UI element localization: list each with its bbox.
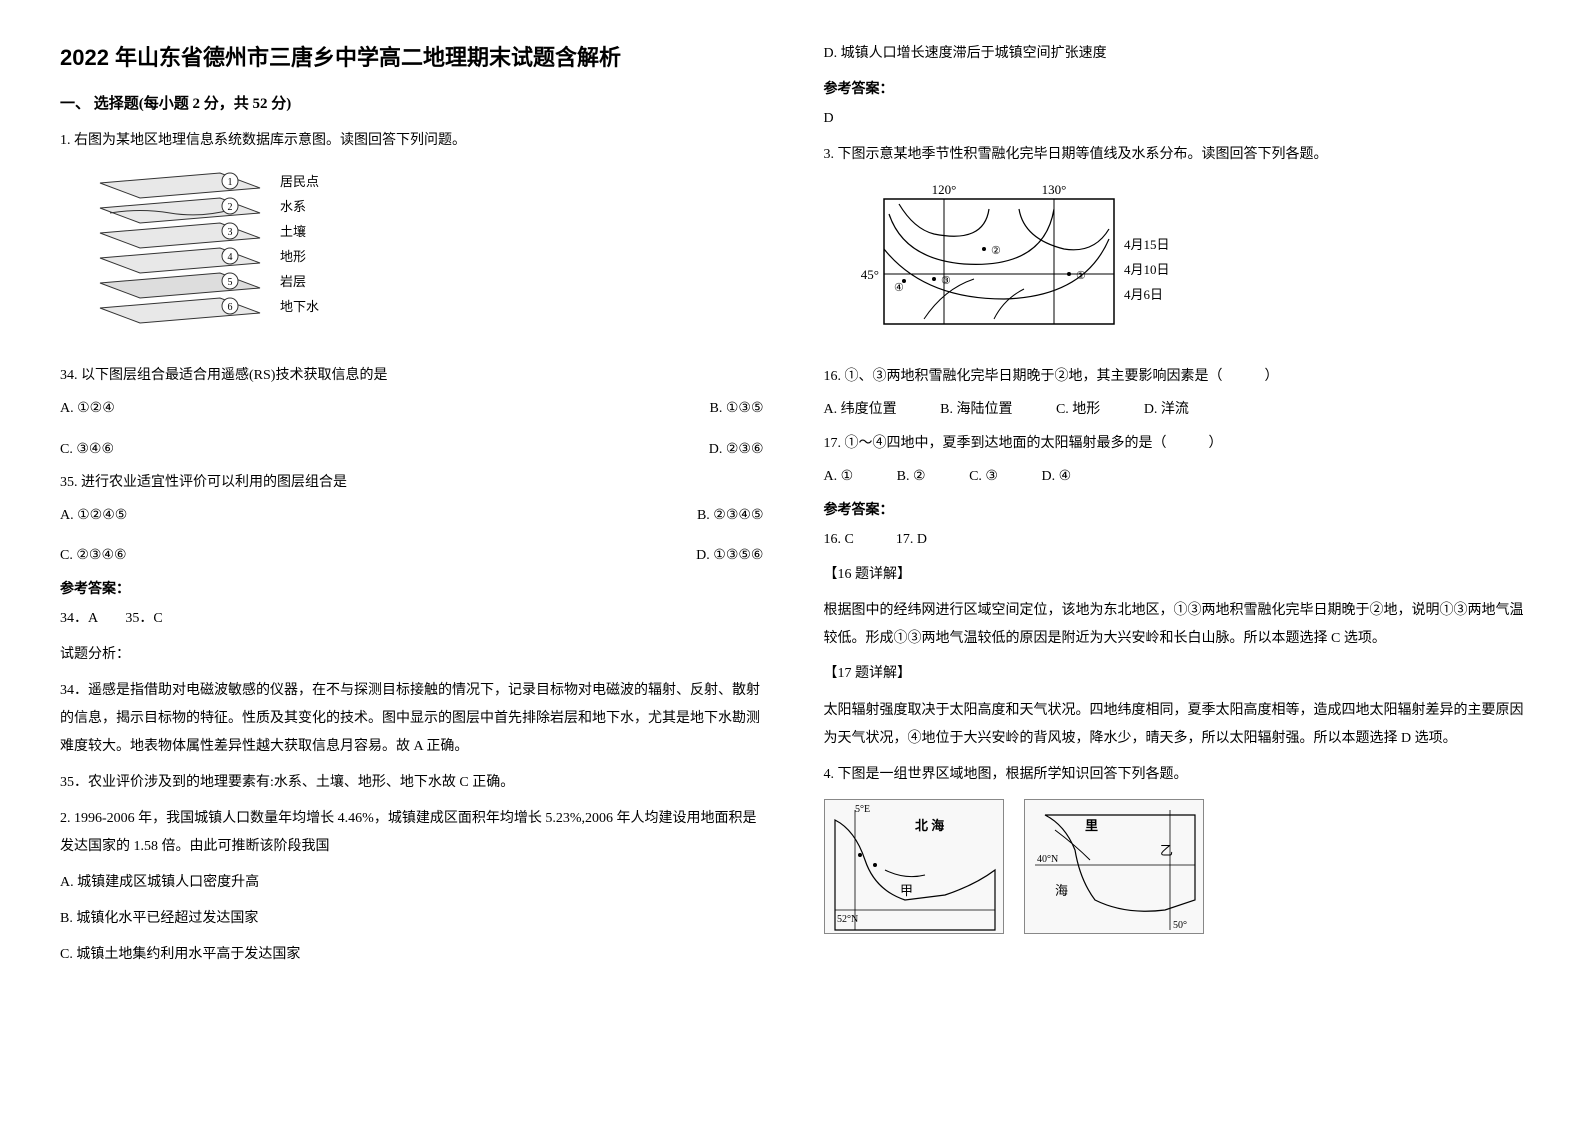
q1-opt34-row1: A. ①②④ B. ①③⑤ bbox=[60, 396, 764, 421]
q1-opt34-d: D. ②③⑥ bbox=[709, 437, 764, 462]
svg-text:甲: 甲 bbox=[900, 883, 913, 898]
q3-opt16-c: C. 地形 bbox=[1056, 402, 1100, 417]
layer-label-3: 土壤 bbox=[280, 224, 306, 239]
q3-opt16: A. 纬度位置 B. 海陆位置 C. 地形 D. 洋流 bbox=[824, 397, 1528, 422]
gis-svg: 1 居民点 2 水系 3 土壤 bbox=[80, 163, 340, 343]
q1-stem: 1. 右图为某地区地理信息系统数据库示意图。读图回答下列问题。 bbox=[60, 128, 764, 153]
layer-1: 1 居民点 bbox=[100, 173, 319, 198]
layer-label-2: 水系 bbox=[280, 199, 306, 214]
q2-opt-a: A. 城镇建成区城镇人口密度升高 bbox=[60, 869, 764, 897]
q3-exp16-label: 【16 题详解】 bbox=[824, 562, 1528, 587]
svg-text:②: ② bbox=[991, 245, 1001, 257]
q1-analysis34: 34．遥感是指借助对电磁波敏感的仪器，在不与探测目标接触的情况下，记录目标物对电… bbox=[60, 677, 764, 761]
q3-map-svg: 120° 130° 45° ① ② ③ ④ 4月15日 4月10日 4月6日 bbox=[844, 179, 1204, 344]
svg-text:40°N: 40°N bbox=[1037, 854, 1058, 865]
q2-stem: 2. 1996-2006 年，我国城镇人口数量年均增长 4.46%，城镇建成区面… bbox=[60, 805, 764, 861]
q4-map1: 5°E 北 海 甲 52°N bbox=[824, 799, 1004, 934]
q3-opt16-b: B. 海陆位置 bbox=[940, 402, 1012, 417]
q3-opt16-a: A. 纬度位置 bbox=[824, 402, 897, 417]
q1-opt34-row2: C. ③④⑥ D. ②③⑥ bbox=[60, 437, 764, 462]
q1-opt35-d: D. ①③⑤⑥ bbox=[696, 543, 763, 568]
q2-opt-d: D. 城镇人口增长速度滞后于城镇空间扩张速度 bbox=[824, 40, 1528, 68]
svg-text:3: 3 bbox=[228, 227, 233, 238]
q3-opt17-c: C. ③ bbox=[969, 469, 998, 484]
q3-opt17-b: B. ② bbox=[897, 469, 926, 484]
layer-4: 4 地形 bbox=[100, 248, 306, 273]
q3-answers: 16. C 17. D bbox=[824, 527, 1528, 552]
q1-opt35-a: A. ①②④⑤ bbox=[60, 503, 127, 528]
lon130-label: 130° bbox=[1041, 182, 1066, 197]
svg-text:③: ③ bbox=[941, 275, 951, 287]
q1-answers: 34．A 35．C bbox=[60, 606, 764, 631]
right-column: D. 城镇人口增长速度滞后于城镇空间扩张速度 参考答案： D 3. 下图示意某地… bbox=[824, 40, 1528, 977]
svg-text:4: 4 bbox=[228, 252, 233, 263]
date1-label: 4月15日 bbox=[1124, 237, 1170, 252]
date3-label: 4月6日 bbox=[1124, 287, 1163, 302]
q3-stem: 3. 下图示意某地季节性积雪融化完毕日期等值线及水系分布。读图回答下列各题。 bbox=[824, 141, 1528, 169]
svg-text:2: 2 bbox=[228, 202, 233, 213]
q1-answer-label: 参考答案： bbox=[60, 578, 764, 598]
q1-opt34-c: C. ③④⑥ bbox=[60, 437, 114, 462]
q2-opt-b: B. 城镇化水平已经超过发达国家 bbox=[60, 905, 764, 933]
left-column: 2022 年山东省德州市三唐乡中学高二地理期末试题含解析 一、 选择题(每小题 … bbox=[60, 40, 764, 977]
q1-sub34: 34. 以下图层组合最适合用遥感(RS)技术获取信息的是 bbox=[60, 363, 764, 388]
svg-text:5: 5 bbox=[228, 277, 233, 288]
svg-text:北 海: 北 海 bbox=[915, 818, 944, 833]
date2-label: 4月10日 bbox=[1124, 262, 1170, 277]
svg-text:1: 1 bbox=[228, 177, 233, 188]
q3-exp16: 根据图中的经纬网进行区域空间定位，该地为东北地区，①③两地积雪融化完毕日期晚于②… bbox=[824, 597, 1528, 653]
q3-exp17: 太阳辐射强度取决于太阳高度和天气状况。四地纬度相同，夏季太阳高度相等，造成四地太… bbox=[824, 697, 1528, 753]
q1-opt35-b: B. ②③④⑤ bbox=[697, 503, 764, 528]
q1-opt35-row1: A. ①②④⑤ B. ②③④⑤ bbox=[60, 503, 764, 528]
svg-text:海: 海 bbox=[1055, 883, 1068, 898]
q3-sub17: 17. ①～④四地中，夏季到达地面的太阳辐射最多的是（ ） bbox=[824, 431, 1528, 456]
lat45-label: 45° bbox=[860, 267, 878, 282]
q3-opt16-d: D. 洋流 bbox=[1144, 402, 1189, 417]
layer-3: 3 土壤 bbox=[100, 223, 306, 248]
layer-2: 2 水系 bbox=[100, 198, 306, 223]
layer-label-4: 地形 bbox=[280, 249, 306, 264]
q1-opt35-c: C. ②③④⑥ bbox=[60, 543, 127, 568]
q3-sub16: 16. ①、③两地积雪融化完毕日期晚于②地，其主要影响因素是（ ） bbox=[824, 364, 1528, 389]
svg-text:52°N: 52°N bbox=[837, 914, 858, 925]
q4-map2: 里 乙 海 40°N 50° bbox=[1024, 799, 1204, 934]
q1-opt34-b: B. ①③⑤ bbox=[710, 396, 764, 421]
svg-text:①: ① bbox=[1076, 270, 1086, 282]
q3-exp17-label: 【17 题详解】 bbox=[824, 661, 1528, 686]
q4-stem: 4. 下图是一组世界区域地图，根据所学知识回答下列各题。 bbox=[824, 761, 1528, 789]
layer-6: 6 地下水 bbox=[100, 298, 319, 323]
lon120-label: 120° bbox=[931, 182, 956, 197]
q3-answer-label: 参考答案： bbox=[824, 499, 1528, 519]
q2-opt-c: C. 城镇土地集约利用水平高于发达国家 bbox=[60, 941, 764, 969]
svg-text:6: 6 bbox=[228, 302, 233, 313]
q1-opt34-a: A. ①②④ bbox=[60, 396, 115, 421]
exam-page: 2022 年山东省德州市三唐乡中学高二地理期末试题含解析 一、 选择题(每小题 … bbox=[60, 40, 1527, 977]
exam-title: 2022 年山东省德州市三唐乡中学高二地理期末试题含解析 bbox=[60, 40, 764, 72]
svg-text:50°: 50° bbox=[1173, 920, 1187, 931]
svg-text:乙: 乙 bbox=[1160, 843, 1173, 858]
q1-analysis35: 35．农业评价涉及到的地理要素有:水系、土壤、地形、地下水故 C 正确。 bbox=[60, 769, 764, 797]
q1-opt35-row2: C. ②③④⑥ D. ①③⑤⑥ bbox=[60, 543, 764, 568]
svg-text:④: ④ bbox=[894, 282, 904, 294]
q1-sub35: 35. 进行农业适宜性评价可以利用的图层组合是 bbox=[60, 470, 764, 495]
q3-opt17-a: A. ① bbox=[824, 469, 854, 484]
q2-answer-label: 参考答案： bbox=[824, 78, 1528, 98]
gis-layers-diagram: 1 居民点 2 水系 3 土壤 bbox=[80, 163, 764, 348]
svg-text:里: 里 bbox=[1085, 818, 1098, 833]
q3-map-diagram: 120° 130° 45° ① ② ③ ④ 4月15日 4月10日 4月6日 bbox=[844, 179, 1528, 349]
layer-label-5: 岩层 bbox=[280, 274, 306, 289]
layer-5: 5 岩层 bbox=[100, 273, 306, 298]
svg-text:5°E: 5°E bbox=[855, 804, 870, 815]
section-header: 一、 选择题(每小题 2 分，共 52 分) bbox=[60, 92, 764, 113]
layer-label-1: 居民点 bbox=[280, 174, 319, 189]
q2-answer: D bbox=[824, 106, 1528, 131]
q3-opt17: A. ① B. ② C. ③ D. ④ bbox=[824, 464, 1528, 489]
q1-analysis-label: 试题分析： bbox=[60, 642, 764, 667]
q4-maps: 5°E 北 海 甲 52°N 里 乙 海 40°N bbox=[824, 799, 1528, 934]
layer-label-6: 地下水 bbox=[280, 299, 319, 314]
q3-opt17-d: D. ④ bbox=[1041, 469, 1071, 484]
